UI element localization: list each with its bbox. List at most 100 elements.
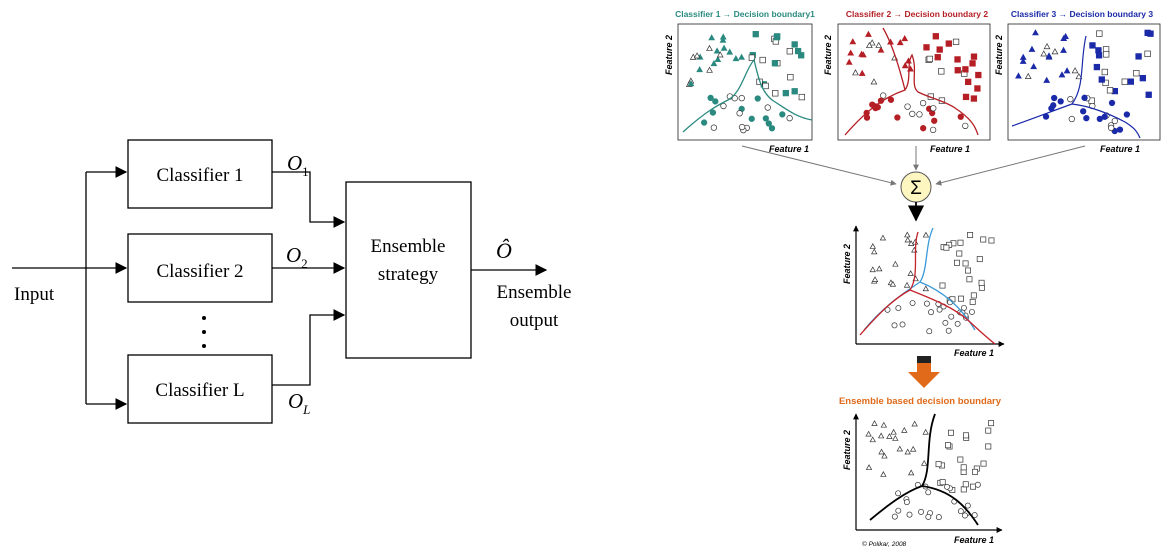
triangle-marker — [847, 49, 855, 56]
triangle-marker — [1063, 67, 1071, 74]
square-marker — [985, 427, 992, 434]
triangle-marker — [713, 47, 721, 54]
circle-marker — [974, 481, 981, 488]
circle-marker — [764, 104, 771, 111]
circle-marker — [894, 114, 901, 121]
triangle-marker — [1040, 50, 1048, 57]
triangle-marker — [1043, 42, 1051, 50]
triangle-marker — [716, 51, 724, 58]
square-marker — [1106, 87, 1114, 94]
combined-xlabel: Feature 1 — [954, 348, 994, 358]
square-marker — [748, 54, 756, 61]
ensemble-output-line-2: output — [510, 310, 559, 331]
triangle-marker — [1032, 29, 1039, 36]
square-marker — [988, 420, 995, 427]
square-marker — [1144, 29, 1151, 36]
circle-marker — [928, 309, 934, 316]
circle-marker — [948, 313, 955, 320]
square-marker — [1093, 63, 1101, 71]
triangle-marker — [907, 240, 915, 246]
panel-final — [853, 413, 1003, 533]
square-marker — [938, 68, 945, 75]
square-marker — [985, 443, 992, 450]
triangle-marker — [719, 36, 727, 43]
square-marker — [1121, 78, 1128, 85]
circle-marker — [748, 115, 755, 122]
panel-classifier-1 — [677, 23, 813, 141]
triangle-marker — [1062, 32, 1069, 39]
square-marker — [962, 260, 969, 267]
circle-marker — [936, 306, 943, 313]
square-marker — [978, 279, 985, 286]
classifier-1-label: Classifier 1 — [156, 165, 243, 186]
triangle-marker — [710, 59, 718, 67]
ol-connector — [272, 309, 346, 386]
circle-marker — [786, 115, 793, 122]
combined-red-boundary — [859, 231, 996, 345]
triangle-marker — [871, 420, 878, 426]
square-marker — [1145, 91, 1152, 98]
circle-marker — [710, 124, 718, 131]
circle-marker — [925, 513, 932, 520]
triangle-marker — [922, 231, 930, 238]
triangle-marker — [904, 231, 911, 238]
triangle-marker — [903, 281, 911, 288]
square-marker — [965, 78, 972, 86]
circle-marker — [931, 117, 938, 124]
final-scatter — [865, 420, 995, 521]
triangle-marker — [921, 460, 928, 466]
triangle-marker — [726, 48, 734, 55]
triangle-marker — [1060, 46, 1067, 53]
ensemble-caption: Ensemble based decision boundary — [839, 396, 1002, 407]
triangle-marker — [869, 243, 877, 249]
triangle-marker — [907, 469, 915, 476]
final-axis-labels: Feature 1 Feature 2 — [842, 430, 994, 545]
circle-marker — [929, 126, 937, 134]
converge-arrows — [741, 145, 1086, 186]
triangle-marker — [738, 53, 745, 60]
panel-2-title: Classifier 2 → Decision boundary 2 — [846, 9, 988, 19]
triangle-marker — [865, 464, 873, 470]
square-marker — [962, 93, 970, 101]
circle-marker — [1068, 115, 1075, 123]
circle-marker — [904, 103, 911, 110]
circle-marker — [1083, 114, 1090, 122]
triangle-marker — [865, 430, 872, 437]
credit-text: © Polikar, 2008 — [862, 540, 907, 548]
square-marker — [1089, 42, 1096, 49]
classifier-l-box — [127, 354, 273, 424]
circle-marker — [919, 100, 927, 107]
square-marker — [957, 456, 964, 463]
triangle-marker — [896, 38, 904, 46]
triangle-marker — [875, 41, 883, 48]
triangle-marker — [720, 44, 728, 51]
square-marker — [773, 34, 781, 41]
square-marker — [976, 256, 983, 263]
classifier-l-label: Classifier L — [155, 380, 244, 401]
circle-marker — [918, 508, 925, 515]
square-marker — [1144, 50, 1151, 57]
triangle-marker — [881, 452, 888, 459]
circle-marker — [1050, 102, 1057, 109]
ensemble-box-line-1: Ensemble — [371, 236, 446, 257]
circle-marker — [895, 305, 902, 312]
triangle-marker — [1045, 53, 1053, 60]
panel-3-title: Classifier 3 → Decision boundary 3 — [1011, 9, 1153, 19]
square-marker — [771, 60, 779, 67]
classifier-1-box — [127, 139, 273, 209]
circle-marker — [768, 125, 776, 132]
square-marker — [945, 40, 952, 47]
circle-marker — [962, 512, 968, 519]
triangle-marker — [878, 448, 885, 455]
triangle-marker — [889, 280, 897, 287]
triangle-marker — [852, 69, 859, 76]
square-marker — [974, 85, 981, 92]
square-marker — [952, 38, 960, 46]
panel-classifier-2 — [837, 23, 991, 141]
square-marker — [759, 56, 766, 64]
square-marker — [954, 259, 960, 266]
square-marker — [1102, 79, 1109, 87]
panel-axes-top: Feature 1 Feature 1 Feature 1 Feature 2 … — [664, 35, 1140, 154]
panel-3-ylabel: Feature 2 — [994, 35, 1004, 75]
